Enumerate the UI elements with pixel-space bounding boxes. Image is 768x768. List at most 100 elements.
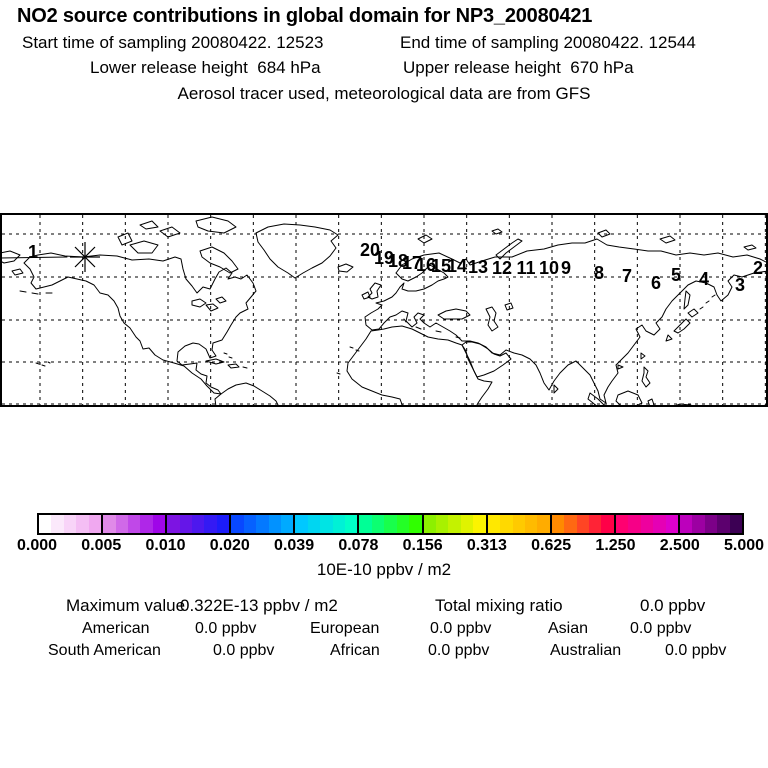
colorbar-cell — [665, 515, 678, 533]
colorbar-cell — [396, 515, 410, 533]
colorbar-cell — [115, 515, 128, 533]
trajectory-hour-label: 17 — [402, 253, 422, 273]
colorbar-cell — [295, 515, 308, 533]
plot-title: NO2 source contributions in global domai… — [17, 5, 593, 27]
end-time-text: End time of sampling 20080422. 12544 — [400, 33, 696, 52]
colorbar-cell — [729, 515, 743, 533]
map-gridlines — [2, 215, 766, 405]
colorbar-cell — [524, 515, 538, 533]
colorbar-cell — [564, 515, 577, 533]
colorbar-cell — [179, 515, 193, 533]
coastline-bering-islands — [11, 268, 53, 295]
colorbar-cell — [717, 515, 730, 533]
pacific-atlantic-islets — [35, 318, 461, 375]
colorbar-cell — [435, 515, 449, 533]
coastline-novaya-zemlya — [495, 238, 523, 260]
colorbar-tick: 0.000 — [16, 537, 58, 554]
coastline-south-america — [214, 382, 280, 407]
colorbar-cell — [500, 515, 513, 533]
max-value: 0.322E-13 ppbv / m2 — [180, 596, 338, 615]
colorbar-cell — [371, 515, 385, 533]
trajectory-hour-label: 8 — [594, 263, 604, 283]
colorbar-segment — [357, 515, 422, 533]
colorbar-cell — [448, 515, 461, 533]
colorbar-tick: 0.020 — [209, 537, 250, 554]
colorbar-cell — [88, 515, 102, 533]
colorbar-tick: 0.313 — [466, 537, 507, 554]
coastline-caribbean — [205, 352, 248, 369]
coastline-iceland — [337, 263, 354, 273]
coastline-greenland — [255, 223, 339, 279]
tracer-note-text: Aerosol tracer used, meteorological data… — [177, 84, 591, 103]
colorbar-cell — [423, 515, 436, 533]
colorbar-cell — [140, 515, 153, 533]
region-value: 0.0 ppbv — [195, 620, 257, 637]
colorbar-tick-labels: 0.000 0.005 0.010 0.020 0.039 0.078 0.156 0.313… — [0, 537, 768, 557]
region-name: European — [310, 620, 380, 637]
trajectory-hour-label: 14 — [447, 256, 467, 276]
great-lakes — [191, 296, 227, 312]
colorbar-units-label: 10E-10 ppbv / m2 — [316, 560, 452, 579]
region-name: South American — [48, 642, 161, 659]
coastline-sri-lanka — [553, 384, 559, 394]
trajectory-hour-label: 13 — [468, 257, 488, 277]
colorbar-cell — [640, 515, 654, 533]
trajectory-line — [0, 256, 68, 259]
colorbar-cell — [345, 515, 358, 533]
colorbar-cell — [679, 515, 693, 533]
total-mixing-ratio-label: Total mixing ratio — [435, 596, 563, 615]
colorbar-segment — [421, 515, 486, 533]
region-value: 0.0 ppbv — [630, 620, 692, 637]
colorbar-cell — [152, 515, 166, 533]
aral-sea — [504, 302, 514, 311]
colorbar-cell — [359, 515, 372, 533]
colorbar-segment — [165, 515, 230, 533]
start-time-text: Start time of sampling 20080422. 12523 — [22, 33, 324, 52]
trajectory-hour-label: 16 — [416, 255, 436, 275]
upper-release-text: Upper release height 670 hPa — [403, 58, 634, 77]
region-value: 0.0 ppbv — [665, 642, 727, 659]
coastline-svalbard — [417, 234, 433, 244]
region-name: Asian — [548, 620, 589, 637]
colorbar-segment — [613, 515, 678, 533]
colorbar-cell — [589, 515, 602, 533]
colorbar-segment — [229, 515, 294, 533]
trajectory-hour-label: 11 — [516, 258, 535, 278]
colorbar-cell — [51, 515, 64, 533]
coastline-arctic-small-islands — [491, 228, 757, 251]
colorbar-cell — [576, 515, 590, 533]
colorbar-segment — [549, 515, 614, 533]
colorbar-cell — [76, 515, 89, 533]
colorbar-segment — [101, 515, 166, 533]
colorbar-cell — [512, 515, 525, 533]
trajectory-hour-label: 7 — [622, 266, 632, 286]
colorbar-cell — [653, 515, 666, 533]
colorbar-cell — [231, 515, 244, 533]
coastline-chukotka-west — [0, 250, 21, 264]
colorbar-cell — [167, 515, 180, 533]
colorbar-cell — [384, 515, 397, 533]
map-border — [0, 213, 768, 407]
region-value: 0.0 ppbv — [213, 642, 275, 659]
max-value-label: Maximum value — [66, 596, 186, 615]
colorbar-tick: 0.625 — [531, 537, 572, 554]
colorbar-cell — [551, 515, 565, 533]
colorbar-cell — [39, 515, 52, 533]
black-sea — [437, 308, 471, 320]
colorbar-tick: 0.010 — [145, 537, 186, 554]
colorbar-tick: 0.156 — [402, 537, 443, 554]
trajectory-hour-label: 1 — [28, 242, 38, 262]
colorbar-tick: 0.078 — [338, 537, 379, 554]
colorbar-cell — [103, 515, 116, 533]
lower-release-text: Lower release height 684 hPa — [90, 58, 321, 77]
trajectory-hour-label: 12 — [492, 258, 512, 278]
coastline-africa — [346, 325, 493, 407]
colorbar-segment — [485, 515, 550, 533]
trajectory-hour-label: 3 — [735, 275, 745, 295]
colorbar-cell — [63, 515, 77, 533]
colorbar-cell — [487, 515, 501, 533]
coastline-arabia — [461, 341, 512, 378]
caspian-sea — [485, 306, 499, 332]
total-mixing-ratio-value: 0.0 ppbv — [640, 596, 706, 615]
